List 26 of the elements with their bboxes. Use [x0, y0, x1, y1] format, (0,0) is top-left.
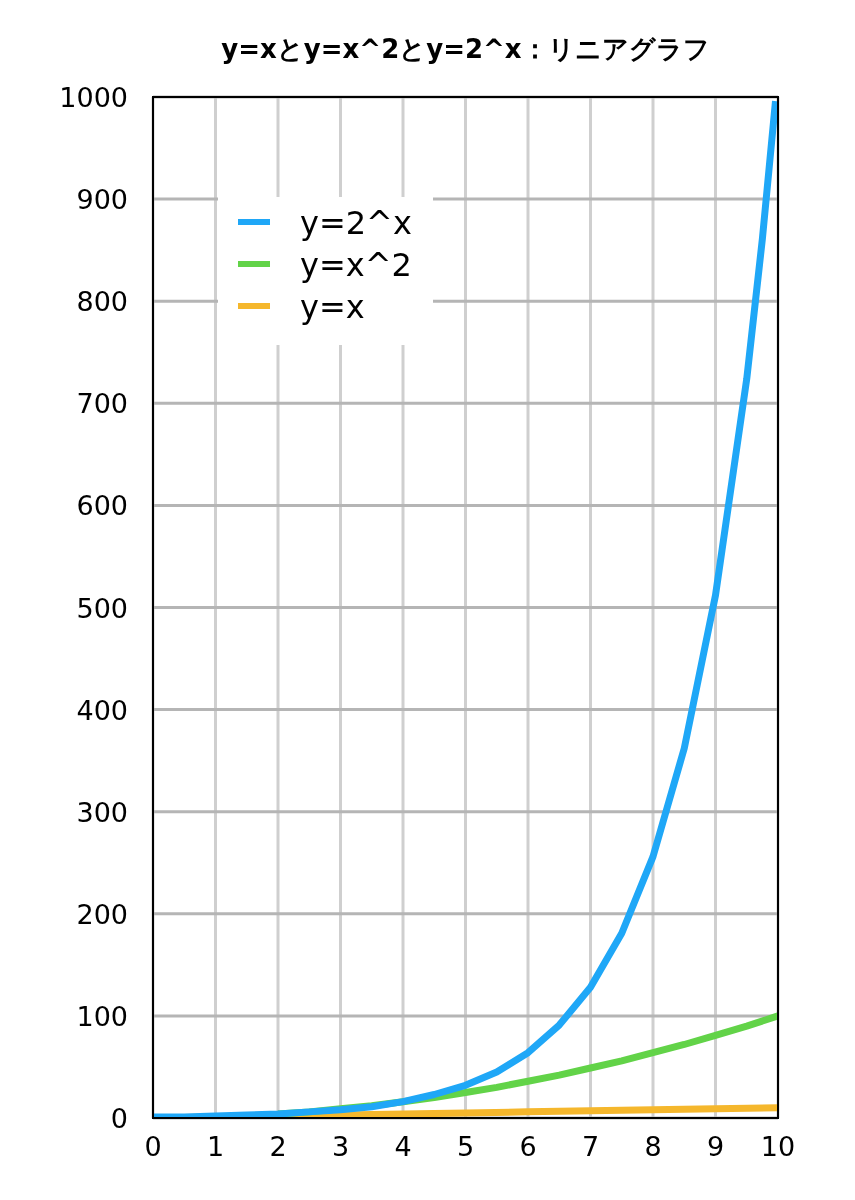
x-tick-label: 10 [760, 1131, 796, 1162]
x-tick-label: 2 [269, 1131, 287, 1162]
x-tick-label: 1 [206, 1131, 225, 1162]
y-tick-label: 400 [76, 694, 128, 726]
x-tick-label: 4 [394, 1131, 412, 1162]
y-tick-label: 600 [76, 490, 128, 522]
y-tick-label: 300 [76, 796, 128, 828]
y-tick-label: 1000 [59, 82, 128, 113]
y-tick-label: 0 [110, 1103, 128, 1134]
x-tick-label: 8 [644, 1131, 662, 1162]
x-tick-label: 9 [706, 1131, 725, 1162]
x-tick-label: 3 [331, 1131, 350, 1162]
x-tick-label: 5 [456, 1131, 475, 1162]
y-tick-label: 700 [76, 388, 128, 420]
legend-label: y=2^x [300, 204, 412, 242]
y-tick-label: 900 [76, 184, 128, 216]
x-tick-label: 6 [519, 1131, 537, 1162]
x-tick-label: 0 [144, 1131, 162, 1162]
y-tick-label: 500 [76, 592, 128, 624]
y-tick-label: 200 [76, 898, 128, 930]
y-tick-label: 800 [76, 286, 128, 318]
legend-label: y=x [300, 288, 365, 326]
x-tick-label: 7 [581, 1131, 600, 1162]
y-tick-label: 100 [76, 1000, 128, 1032]
chart-title: y=xとy=x^2とy=2^x：リニアグラフ [221, 34, 710, 64]
legend-label: y=x^2 [300, 246, 412, 284]
